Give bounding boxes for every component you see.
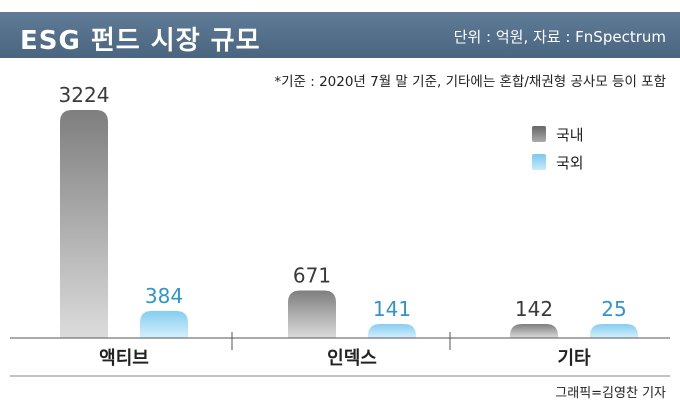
data-label-foreign-2: 25 <box>601 297 626 321</box>
data-label-domestic-2: 142 <box>515 297 553 321</box>
legend-swatch-foreign <box>532 154 546 170</box>
data-label-foreign-0: 384 <box>145 284 183 308</box>
graphic-credit: 그래픽=김영찬 기자 <box>555 386 666 401</box>
legend: 국내 국외 <box>532 120 584 176</box>
bar-foreign-0 <box>140 310 188 338</box>
legend-label-domestic: 국내 <box>556 125 584 144</box>
bar-domestic-0 <box>60 110 108 338</box>
chart-header: ESG 펀드 시장 규모 단위 : 억원, 자료 : FnSpectrum <box>0 12 680 58</box>
footnote: *기준 : 2020년 7월 말 기준, 기타에는 혼합/채권형 공사모 등이 … <box>274 74 666 90</box>
legend-item-domestic: 국내 <box>532 120 584 148</box>
category-label-0: 액티브 <box>99 348 149 369</box>
data-label-foreign-1: 141 <box>373 297 411 321</box>
data-label-domestic-0: 3224 <box>59 83 110 107</box>
bar-domestic-1 <box>288 290 336 338</box>
bar-foreign-2 <box>590 324 638 338</box>
bar-foreign-1 <box>368 324 416 338</box>
bar-domestic-2 <box>510 324 558 338</box>
data-label-domestic-1: 671 <box>293 264 331 288</box>
legend-swatch-domestic <box>532 126 546 142</box>
category-label-1: 인덱스 <box>327 348 377 369</box>
category-label-2: 기타 <box>557 348 591 369</box>
chart-title: ESG 펀드 시장 규모 <box>20 26 261 56</box>
legend-item-foreign: 국외 <box>532 148 584 176</box>
unit-source-label: 단위 : 억원, 자료 : FnSpectrum <box>453 28 666 46</box>
legend-label-foreign: 국외 <box>556 153 584 172</box>
